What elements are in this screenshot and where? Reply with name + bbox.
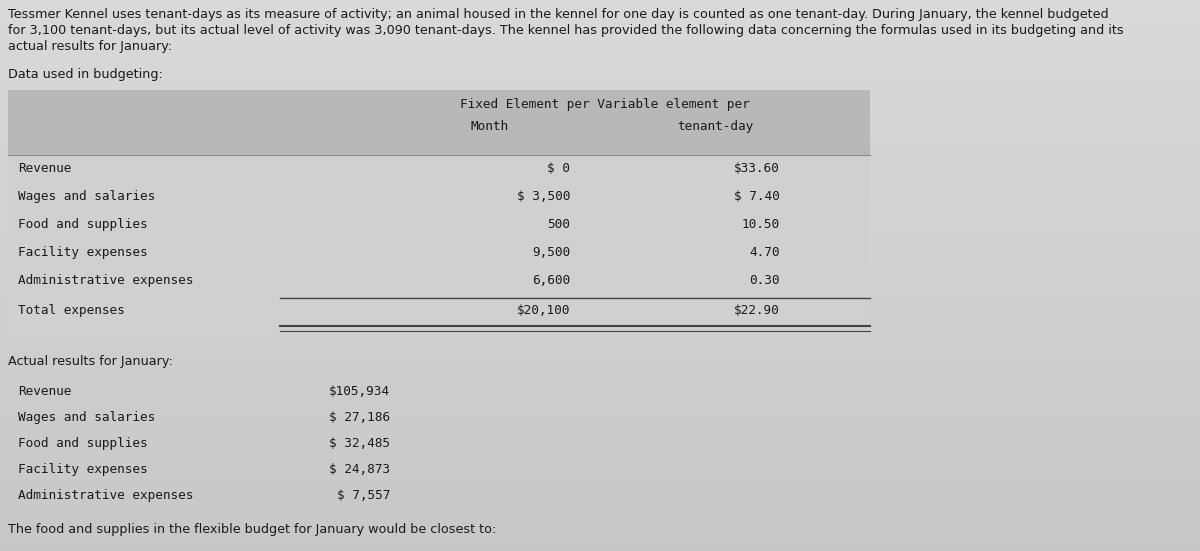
Text: Actual results for January:: Actual results for January: [8,355,173,368]
Text: Food and supplies: Food and supplies [18,437,148,450]
Text: Revenue: Revenue [18,385,71,398]
Text: Food and supplies: Food and supplies [18,218,148,231]
Text: $ 0: $ 0 [547,162,570,175]
Text: $ 7,557: $ 7,557 [337,489,390,502]
Text: Wages and salaries: Wages and salaries [18,411,155,424]
Text: $22.90: $22.90 [734,304,780,317]
Text: $ 27,186: $ 27,186 [329,411,390,424]
Text: Revenue: Revenue [18,162,71,175]
Text: Administrative expenses: Administrative expenses [18,489,193,502]
Text: Tessmer Kennel uses tenant-days as its measure of activity; an animal housed in : Tessmer Kennel uses tenant-days as its m… [8,8,1109,21]
Text: for 3,100 tenant-days, but its actual level of activity was 3,090 tenant-days. T: for 3,100 tenant-days, but its actual le… [8,24,1123,37]
Text: Administrative expenses: Administrative expenses [18,274,193,287]
Text: Fixed Element per Variable element per: Fixed Element per Variable element per [460,98,750,111]
Text: tenant-day: tenant-day [677,120,754,133]
Text: $20,100: $20,100 [517,304,570,317]
Text: Data used in budgeting:: Data used in budgeting: [8,68,163,81]
Text: Wages and salaries: Wages and salaries [18,190,155,203]
Text: actual results for January:: actual results for January: [8,40,173,53]
Text: Facility expenses: Facility expenses [18,463,148,476]
Text: The food and supplies in the flexible budget for January would be closest to:: The food and supplies in the flexible bu… [8,523,497,536]
Text: 4.70: 4.70 [750,246,780,259]
Text: $ 3,500: $ 3,500 [517,190,570,203]
Text: Facility expenses: Facility expenses [18,246,148,259]
Text: $105,934: $105,934 [329,385,390,398]
Text: $ 32,485: $ 32,485 [329,437,390,450]
Text: $ 7.40: $ 7.40 [734,190,780,203]
Text: 10.50: 10.50 [742,218,780,231]
Text: Month: Month [470,120,509,133]
Text: 9,500: 9,500 [532,246,570,259]
Text: $33.60: $33.60 [734,162,780,175]
Text: 6,600: 6,600 [532,274,570,287]
Text: 500: 500 [547,218,570,231]
Text: Total expenses: Total expenses [18,304,125,317]
Text: $ 24,873: $ 24,873 [329,463,390,476]
Text: 0.30: 0.30 [750,274,780,287]
